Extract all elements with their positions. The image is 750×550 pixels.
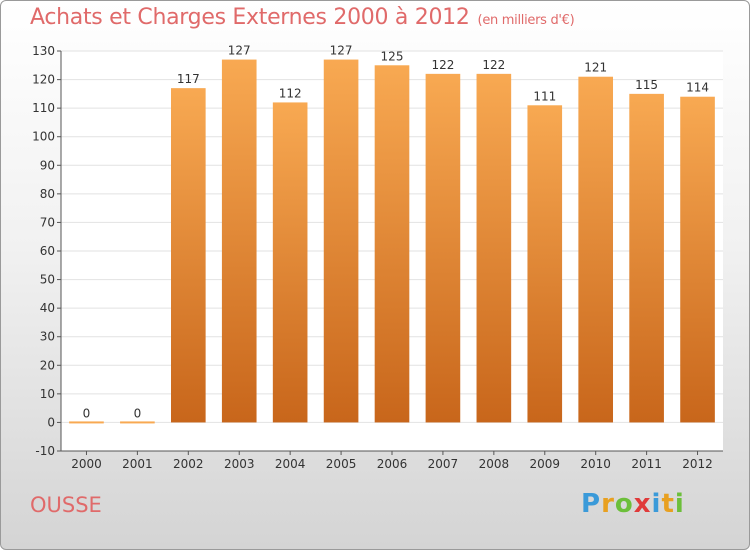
data-label: 122	[431, 58, 454, 72]
y-tick-label: 0	[47, 415, 55, 429]
y-tick-label: 130	[32, 44, 55, 58]
x-tick-label: 2007	[428, 457, 459, 471]
y-tick-label: 90	[40, 158, 55, 172]
commune-name: OUSSE	[30, 493, 102, 517]
x-tick-label: 2006	[377, 457, 408, 471]
logo-letter: P	[581, 489, 602, 519]
bar	[323, 59, 359, 423]
data-label: 127	[228, 44, 251, 58]
bar	[221, 59, 257, 423]
y-tick-label: 110	[32, 101, 55, 115]
data-label: 121	[584, 61, 607, 75]
data-label: 112	[279, 86, 302, 100]
logo-letter: i	[674, 489, 685, 519]
logo-letter: i	[651, 489, 662, 519]
logo-letter: t	[661, 489, 675, 519]
data-label: 127	[330, 44, 353, 58]
bar	[527, 105, 563, 423]
logo-letter: r	[601, 489, 615, 519]
chart-subtitle: (en milliers d'€)	[477, 13, 575, 28]
proxiti-logo: Proxiti	[581, 489, 685, 519]
logo-letter: x	[633, 489, 652, 519]
chart-title-text: Achats et Charges Externes 2000 à 2012	[30, 5, 470, 30]
y-tick-label: 100	[32, 130, 55, 144]
y-tick-label: 10	[40, 387, 55, 401]
x-tick-label: 2002	[173, 457, 204, 471]
bar	[170, 88, 206, 423]
x-tick-label: 2004	[275, 457, 306, 471]
bar	[476, 73, 512, 423]
bar	[120, 421, 155, 424]
x-tick-label: 2012	[682, 457, 713, 471]
data-label: 0	[134, 406, 142, 420]
x-tick-label: 2011	[631, 457, 662, 471]
y-tick-label: 50	[40, 273, 55, 287]
bar	[374, 65, 410, 423]
y-tick-label: -10	[35, 444, 55, 458]
y-tick-label: 40	[40, 301, 55, 315]
x-tick-label: 2009	[529, 457, 560, 471]
bar	[680, 96, 715, 423]
logo-letter: o	[614, 489, 634, 519]
y-tick-label: 70	[40, 215, 55, 229]
bar	[578, 76, 614, 423]
bar	[69, 421, 104, 424]
bar	[425, 73, 461, 423]
bar	[629, 93, 664, 423]
data-label: 125	[381, 49, 404, 63]
y-tick-label: 60	[40, 244, 55, 258]
y-tick-label: 30	[40, 330, 55, 344]
x-tick-label: 2008	[479, 457, 510, 471]
y-tick-label: 20	[40, 358, 55, 372]
x-tick-label: 2001	[122, 457, 153, 471]
data-label: 114	[686, 81, 709, 95]
chart-title: Achats et Charges Externes 2000 à 2012 (e…	[30, 5, 575, 30]
bar	[272, 102, 308, 423]
x-tick-label: 2005	[326, 457, 357, 471]
x-tick-label: 2003	[224, 457, 255, 471]
data-label: 115	[635, 78, 658, 92]
data-label: 111	[533, 89, 556, 103]
data-label: 117	[177, 72, 200, 86]
x-tick-label: 2000	[71, 457, 102, 471]
data-label: 122	[482, 58, 505, 72]
y-tick-label: 80	[40, 187, 55, 201]
x-tick-label: 2010	[580, 457, 611, 471]
y-tick-label: 120	[32, 73, 55, 87]
data-label: 0	[83, 406, 91, 420]
